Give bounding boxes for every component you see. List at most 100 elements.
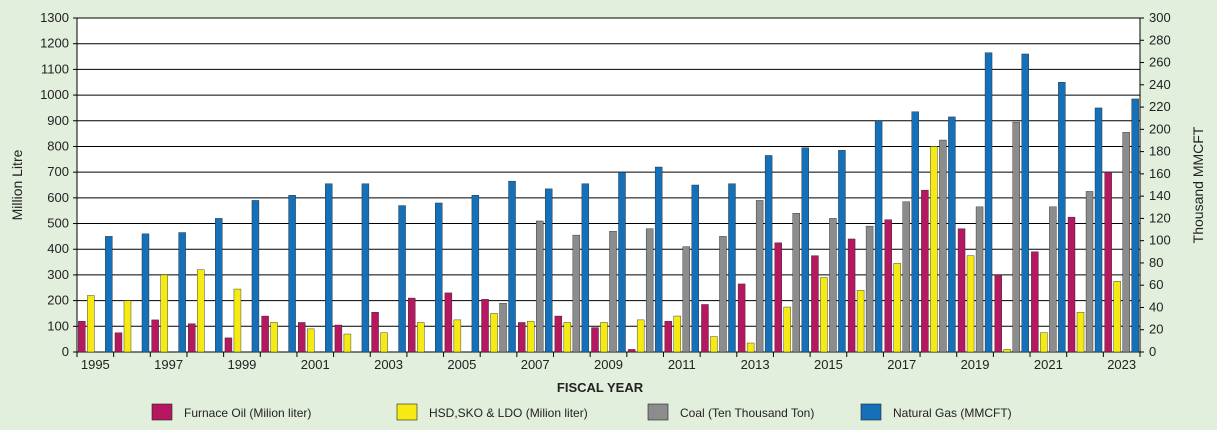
bar-natural-gas-mmcft--1999 — [251, 200, 260, 353]
bar-hsd-sko-ldo-milion-liter--2008 — [563, 322, 572, 353]
legend-swatch — [151, 403, 173, 421]
bar-natural-gas-mmcft--1998 — [215, 218, 223, 353]
bar-furnace-oil-milion-liter--2003 — [371, 311, 379, 353]
bar-furnace-oil-milion-liter--2010 — [627, 349, 636, 353]
bar-furnace-oil-milion-liter--2013 — [737, 283, 746, 353]
bar-furnace-oil-milion-liter--1999 — [224, 337, 233, 353]
y-tick-label: 900 — [47, 113, 69, 128]
bar-hsd-sko-ldo-milion-liter--2010 — [636, 319, 645, 353]
bar-furnace-oil-milion-liter--2014 — [774, 242, 782, 353]
bar-coal-ten-thousand-ton--2007 — [535, 220, 544, 353]
y2-tick-label: 100 — [1149, 233, 1171, 248]
bar-furnace-oil-milion-liter--1996 — [114, 332, 123, 353]
bar-natural-gas-mmcft--2017 — [911, 111, 919, 353]
bar-natural-gas-mmcft--1995 — [105, 236, 113, 353]
y2-tick-label: 240 — [1149, 77, 1171, 92]
x-tick-label: 2013 — [741, 357, 770, 372]
bar-hsd-sko-ldo-milion-liter--1997 — [160, 274, 168, 353]
bar-furnace-oil-milion-liter--1997 — [151, 319, 159, 353]
bar-hsd-sko-ldo-milion-liter--2014 — [783, 306, 791, 353]
y-tick-label: 1100 — [41, 61, 69, 76]
bar-coal-ten-thousand-ton--2020 — [1012, 121, 1020, 353]
bar-hsd-sko-ldo-milion-liter--2019 — [966, 255, 975, 353]
bar-natural-gas-mmcft--2022 — [1094, 107, 1103, 353]
bar-hsd-sko-ldo-milion-liter--2002 — [343, 333, 352, 353]
bar-hsd-sko-ldo-milion-liter--2023 — [1113, 281, 1121, 353]
bar-natural-gas-mmcft--2013 — [764, 155, 773, 353]
bar-coal-ten-thousand-ton--2009 — [609, 231, 617, 353]
y2-tick-label: 260 — [1149, 55, 1171, 70]
y-tick-label: 100 — [47, 318, 69, 333]
y2-tick-label: 180 — [1149, 144, 1171, 159]
legend-swatch — [860, 403, 882, 421]
bar-coal-ten-thousand-ton--2012 — [719, 236, 727, 353]
bar-hsd-sko-ldo-milion-liter--2004 — [417, 322, 425, 353]
legend-label: Furnace Oil (Milion liter) — [184, 406, 311, 420]
bar-natural-gas-mmcft--2006 — [508, 180, 516, 353]
bar-coal-ten-thousand-ton--2015 — [829, 218, 837, 353]
bar-furnace-oil-milion-liter--2007 — [517, 322, 526, 353]
x-tick-label: 2005 — [447, 357, 476, 372]
bar-coal-ten-thousand-ton--2016 — [865, 225, 874, 353]
bar-coal-ten-thousand-ton--2022 — [1085, 191, 1094, 353]
legend-label: Natural Gas (MMCFT) — [893, 406, 1012, 420]
bar-furnace-oil-milion-liter--2020 — [994, 274, 1002, 353]
x-tick-label: 2011 — [668, 357, 696, 372]
y-axis-title: Million Litre — [9, 149, 25, 220]
bar-natural-gas-mmcft--2015 — [838, 150, 846, 353]
bar-natural-gas-mmcft--2000 — [288, 195, 296, 353]
y2-tick-label: 280 — [1149, 32, 1171, 47]
y2-tick-label: 80 — [1149, 255, 1163, 270]
bar-natural-gas-mmcft--2019 — [984, 52, 993, 353]
bar-coal-ten-thousand-ton--2013 — [755, 200, 764, 353]
bar-hsd-sko-ldo-milion-liter--1995 — [87, 295, 95, 353]
x-tick-label: 2017 — [887, 357, 916, 372]
y-tick-label: 200 — [47, 293, 69, 308]
legend-label: Coal (Ten Thousand Ton) — [680, 406, 814, 420]
bar-natural-gas-mmcft--2023 — [1131, 98, 1139, 353]
y-tick-label: 300 — [47, 267, 69, 282]
bar-hsd-sko-ldo-milion-liter--1998 — [197, 269, 205, 353]
x-tick-label: 2015 — [814, 357, 843, 372]
legend-swatch — [396, 403, 418, 421]
bar-hsd-sko-ldo-milion-liter--2020 — [1003, 349, 1011, 353]
bar-hsd-sko-ldo-milion-liter--2003 — [380, 332, 388, 353]
legend-swatch — [647, 403, 669, 421]
bar-hsd-sko-ldo-milion-liter--2009 — [600, 322, 608, 353]
bar-coal-ten-thousand-ton--2021 — [1049, 206, 1057, 353]
y-tick-label: 1300 — [40, 10, 69, 25]
bar-furnace-oil-milion-liter--2008 — [554, 315, 563, 353]
bar-natural-gas-mmcft--2007 — [544, 188, 553, 353]
y2-tick-label: 120 — [1149, 210, 1171, 225]
bar-natural-gas-mmcft--1997 — [178, 232, 186, 353]
bar-coal-ten-thousand-ton--2011 — [682, 246, 691, 353]
bar-furnace-oil-milion-liter--2015 — [811, 255, 819, 353]
y2-tick-label: 160 — [1149, 166, 1171, 181]
bar-furnace-oil-milion-liter--2012 — [701, 304, 709, 353]
y-tick-label: 0 — [62, 344, 69, 359]
bar-furnace-oil-milion-liter--2021 — [1031, 251, 1039, 353]
x-tick-label: 2021 — [1034, 357, 1063, 372]
bar-hsd-sko-ldo-milion-liter--1999 — [233, 288, 242, 353]
bar-furnace-oil-milion-liter--2022 — [1067, 216, 1076, 353]
y2-tick-label: 300 — [1149, 10, 1171, 25]
x-axis-title: FISCAL YEAR — [557, 380, 644, 395]
bar-coal-ten-thousand-ton--2014 — [792, 213, 800, 353]
bar-hsd-sko-ldo-milion-liter--2000 — [270, 322, 278, 353]
y2-axis-title: Thousand MMCFT — [1190, 126, 1206, 243]
bar-hsd-sko-ldo-milion-liter--2022 — [1076, 311, 1085, 353]
y2-tick-label: 200 — [1149, 121, 1171, 136]
bar-hsd-sko-ldo-milion-liter--2013 — [746, 342, 755, 353]
x-tick-label: 2007 — [521, 357, 550, 372]
bar-natural-gas-mmcft--2012 — [728, 183, 736, 353]
bar-natural-gas-mmcft--2021 — [1058, 82, 1066, 353]
x-tick-label: 2023 — [1107, 357, 1136, 372]
y-tick-label: 600 — [47, 190, 69, 205]
bar-natural-gas-mmcft--2010 — [654, 166, 663, 353]
y-tick-label: 700 — [47, 164, 69, 179]
bar-hsd-sko-ldo-milion-liter--2012 — [710, 336, 718, 353]
x-tick-label: 1997 — [154, 357, 183, 372]
bar-furnace-oil-milion-liter--2016 — [847, 238, 856, 353]
bar-hsd-sko-ldo-milion-liter--2011 — [673, 315, 682, 353]
